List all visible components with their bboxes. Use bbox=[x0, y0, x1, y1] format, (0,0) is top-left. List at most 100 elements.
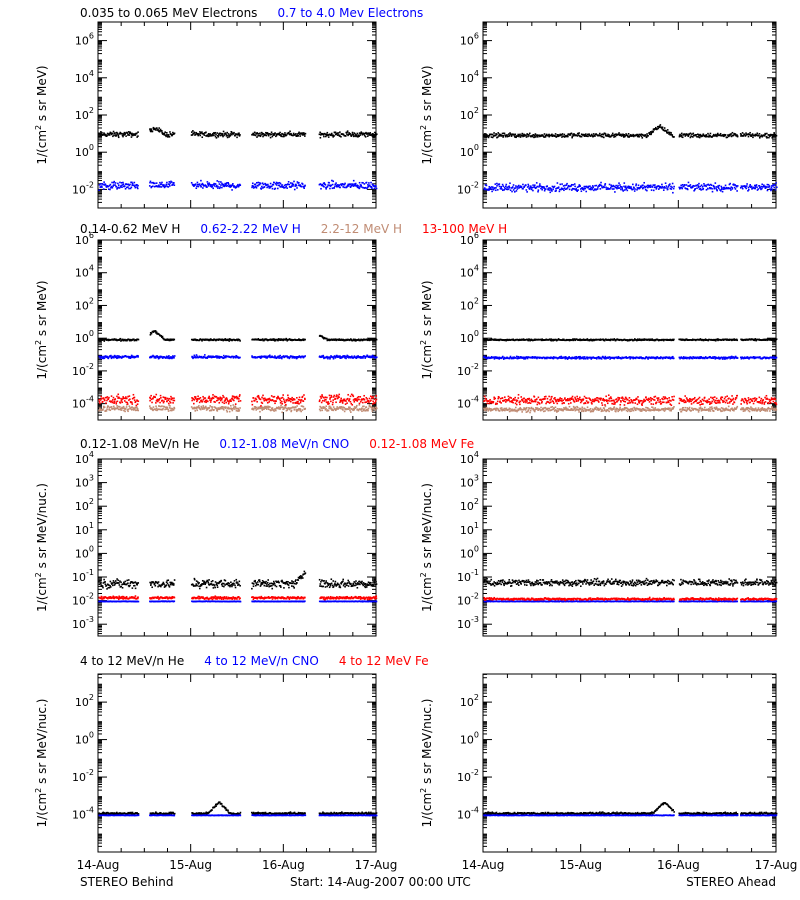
data-point bbox=[193, 407, 196, 410]
data-point bbox=[651, 130, 654, 133]
data-point bbox=[213, 185, 216, 187]
data-point bbox=[261, 407, 263, 410]
data-point bbox=[338, 338, 341, 340]
data-point bbox=[254, 406, 256, 408]
data-point bbox=[350, 411, 352, 413]
data-point bbox=[222, 339, 225, 342]
data-point bbox=[115, 186, 118, 188]
data-point bbox=[132, 184, 134, 187]
data-point bbox=[698, 188, 701, 190]
data-point bbox=[194, 183, 197, 185]
data-point bbox=[252, 338, 255, 341]
data-point bbox=[283, 184, 286, 187]
data-point bbox=[539, 185, 542, 187]
data-point bbox=[567, 135, 569, 138]
data-point bbox=[576, 338, 578, 341]
data-point bbox=[564, 136, 566, 138]
data-point bbox=[293, 134, 295, 136]
data-point bbox=[671, 186, 673, 189]
data-point bbox=[117, 339, 120, 341]
data-point bbox=[732, 183, 735, 186]
data-point bbox=[198, 398, 201, 400]
data-point bbox=[601, 186, 604, 189]
data-point bbox=[107, 405, 110, 408]
data-point bbox=[565, 184, 568, 186]
data-point bbox=[594, 184, 596, 187]
data-point bbox=[504, 135, 507, 138]
data-point bbox=[325, 401, 328, 403]
data-point bbox=[122, 396, 124, 398]
data-point bbox=[583, 185, 586, 188]
data-point bbox=[149, 356, 151, 359]
data-point bbox=[257, 338, 260, 340]
data-point bbox=[696, 135, 698, 138]
data-point bbox=[110, 186, 112, 189]
data-point bbox=[133, 356, 135, 359]
data-point bbox=[223, 396, 225, 399]
data-point bbox=[325, 186, 328, 189]
data-point bbox=[357, 135, 359, 138]
data-point bbox=[131, 401, 133, 404]
data-point bbox=[615, 184, 617, 187]
data-point bbox=[290, 409, 293, 412]
data-point bbox=[615, 186, 618, 189]
data-point bbox=[252, 132, 255, 135]
data-point bbox=[298, 403, 300, 405]
data-point bbox=[621, 189, 624, 191]
data-point bbox=[670, 133, 672, 136]
data-point bbox=[366, 187, 368, 190]
data-point bbox=[257, 181, 260, 184]
data-point bbox=[166, 181, 168, 184]
data-point bbox=[115, 401, 117, 403]
data-point bbox=[131, 356, 134, 359]
data-point bbox=[170, 407, 173, 410]
data-point bbox=[643, 181, 646, 184]
data-point bbox=[358, 187, 361, 190]
data-point bbox=[112, 407, 115, 410]
data-point bbox=[160, 183, 163, 185]
data-point bbox=[636, 339, 639, 342]
data-point bbox=[228, 136, 230, 138]
legend-entry: 0.7 to 4.0 Mev Electrons bbox=[277, 6, 423, 20]
data-point bbox=[168, 397, 171, 400]
data-point bbox=[160, 405, 162, 408]
data-point bbox=[104, 399, 106, 402]
data-point bbox=[165, 398, 167, 400]
data-point bbox=[263, 186, 266, 188]
data-point bbox=[359, 132, 362, 135]
data-point bbox=[265, 408, 268, 410]
data-point bbox=[571, 135, 574, 137]
data-point bbox=[319, 409, 322, 412]
data-point bbox=[278, 408, 281, 410]
data-point bbox=[620, 133, 622, 136]
data-point bbox=[127, 183, 130, 186]
data-point bbox=[227, 339, 230, 341]
data-point bbox=[318, 408, 321, 411]
data-point bbox=[282, 398, 285, 401]
data-point bbox=[123, 185, 126, 188]
data-point bbox=[353, 183, 355, 185]
data-point bbox=[666, 132, 669, 134]
data-point bbox=[537, 190, 539, 193]
data-point bbox=[281, 132, 283, 135]
data-point bbox=[488, 133, 491, 136]
data-point bbox=[124, 407, 127, 410]
data-point bbox=[647, 135, 649, 137]
data-point bbox=[195, 187, 198, 190]
data-point bbox=[775, 134, 778, 137]
data-point bbox=[159, 128, 162, 131]
data-point bbox=[274, 187, 277, 190]
data-point bbox=[159, 401, 161, 404]
data-point bbox=[220, 398, 223, 401]
data-point bbox=[124, 397, 127, 400]
data-point bbox=[256, 136, 258, 138]
series-points bbox=[98, 330, 378, 342]
data-point bbox=[194, 410, 197, 412]
data-point bbox=[760, 188, 762, 191]
data-point bbox=[206, 186, 208, 188]
data-point bbox=[166, 397, 169, 400]
data-point bbox=[279, 399, 282, 402]
data-point bbox=[200, 405, 203, 408]
data-point bbox=[354, 338, 357, 341]
data-point bbox=[167, 134, 170, 136]
